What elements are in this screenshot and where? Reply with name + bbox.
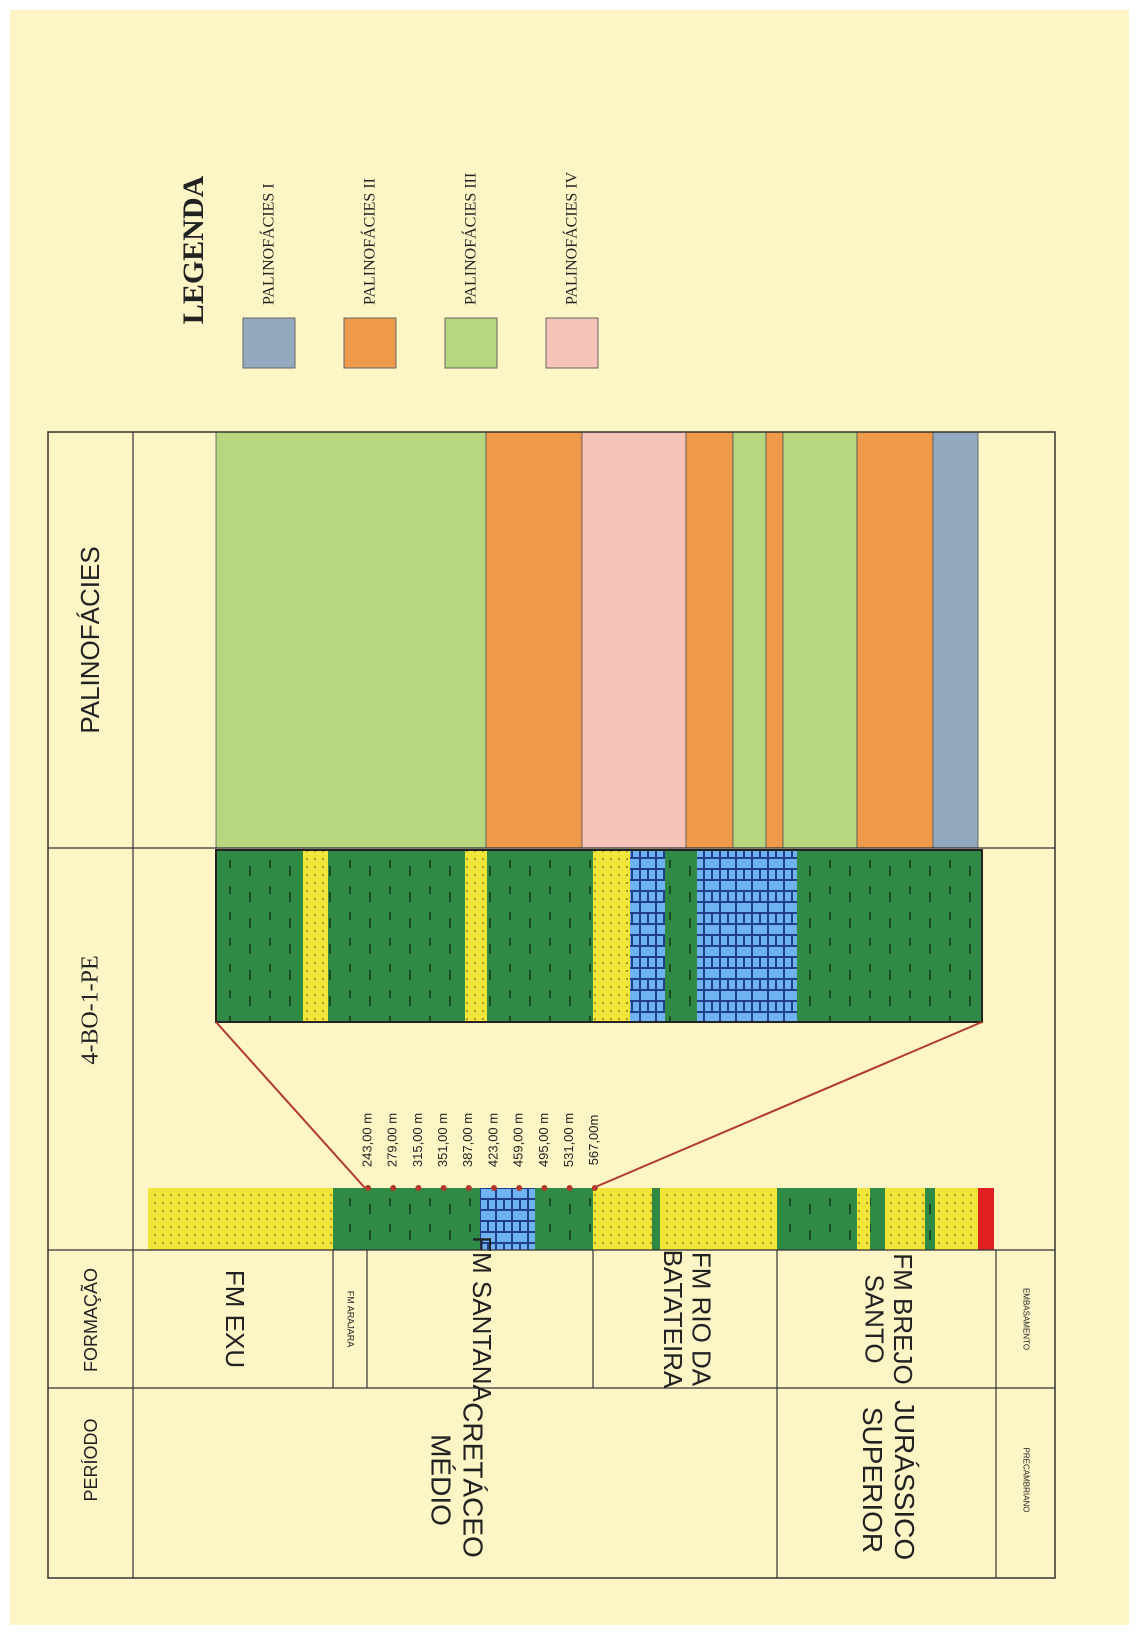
lithology — [535, 1188, 593, 1250]
lithology-zoom — [665, 850, 697, 1022]
lithology-zoom — [216, 850, 303, 1022]
formation: SANTO — [859, 1274, 889, 1363]
formation: FM RIO DA — [686, 1252, 716, 1387]
depth-label: 351,00 m — [435, 1113, 450, 1167]
formation: FM EXU — [220, 1270, 250, 1368]
depth-label: 495,00 m — [536, 1113, 551, 1167]
header: PALINOFÁCIES — [75, 546, 105, 733]
depth-label: 279,00 m — [385, 1113, 400, 1167]
palinofacies-band — [933, 432, 978, 848]
palinofacies-band — [686, 432, 733, 848]
depth-marker — [541, 1185, 547, 1191]
lithology-zoom — [797, 850, 982, 1022]
legend-label: PALINOFÁCIES II — [360, 178, 379, 305]
lithology — [925, 1188, 935, 1250]
lithology-zoom — [593, 850, 630, 1022]
header: PERÍODO — [81, 1418, 101, 1501]
diagram: 243,00 m 279,00 m 315,00 m 351,00 m 387,00 m… — [0, 0, 1139, 1635]
depth-marker — [592, 1185, 598, 1191]
lithology — [365, 1188, 480, 1250]
period: CRETÁCEO — [458, 1402, 489, 1558]
palinofacies-band — [216, 432, 486, 848]
depth-marker — [466, 1185, 472, 1191]
depth-label: 315,00 m — [410, 1113, 425, 1167]
legend-swatch — [546, 318, 598, 368]
lithology — [777, 1188, 857, 1250]
palinofacies-band — [582, 432, 686, 848]
header: 4-BO-1-PE — [78, 955, 104, 1064]
depth-marker — [415, 1185, 421, 1191]
depth-marker — [516, 1185, 522, 1191]
period: MÉDIO — [426, 1434, 457, 1526]
legend-title: LEGENDA — [177, 175, 210, 324]
lithology — [660, 1188, 777, 1250]
period: PRECAMBRIANO — [1021, 1448, 1030, 1513]
lithology — [857, 1188, 870, 1250]
legend-swatch — [243, 318, 295, 368]
depth-marker — [567, 1185, 573, 1191]
depth-label: 459,00 m — [511, 1113, 526, 1167]
basement — [978, 1188, 994, 1250]
formation: FM SANTANA — [467, 1236, 497, 1402]
lithology-zoom — [487, 850, 593, 1022]
legend-label: PALINOFÁCIES I — [259, 183, 278, 305]
formation: FM BREJO — [888, 1253, 918, 1384]
lithology — [148, 1188, 333, 1250]
lithology — [885, 1188, 925, 1250]
depth-marker — [365, 1185, 371, 1191]
legend-label: PALINOFÁCIES III — [461, 173, 480, 305]
depth-label: 243,00 m — [359, 1113, 374, 1167]
formation: EMBASAMENTO — [1021, 1288, 1030, 1350]
lithology — [593, 1188, 652, 1250]
depth-label: 567,00m — [586, 1115, 601, 1166]
palinofacies-band — [486, 432, 582, 848]
legend-swatch — [445, 318, 497, 368]
depth-label: 423,00 m — [485, 1113, 500, 1167]
lithology-zoom — [697, 850, 797, 1022]
lithology-zoom — [630, 850, 665, 1022]
legend-label: PALINOFÁCIES IV — [562, 171, 581, 305]
period: JURÁSSICO — [889, 1400, 920, 1560]
lithology-zoom — [303, 850, 328, 1022]
palinofacies-band — [783, 432, 857, 848]
palinofacies-band — [766, 432, 783, 848]
palinofacies-band — [733, 432, 766, 848]
depth-marker — [441, 1185, 447, 1191]
lithology — [333, 1188, 365, 1250]
lithology-zoom — [465, 850, 487, 1022]
period: SUPERIOR — [857, 1407, 888, 1553]
lithology-zoom — [328, 850, 465, 1022]
legend-swatch — [344, 318, 396, 368]
palinofacies-band — [857, 432, 933, 848]
lithology — [870, 1188, 885, 1250]
lithology — [652, 1188, 660, 1250]
formation: BATATEIRA — [658, 1250, 688, 1389]
depth-marker — [390, 1185, 396, 1191]
lithology — [935, 1188, 978, 1250]
formation: FM ARAJARA — [346, 1291, 356, 1348]
depth-label: 387,00 m — [460, 1113, 475, 1167]
depth-marker — [491, 1185, 497, 1191]
header: FORMAÇÃO — [80, 1268, 101, 1372]
depth-label: 531,00 m — [561, 1113, 576, 1167]
